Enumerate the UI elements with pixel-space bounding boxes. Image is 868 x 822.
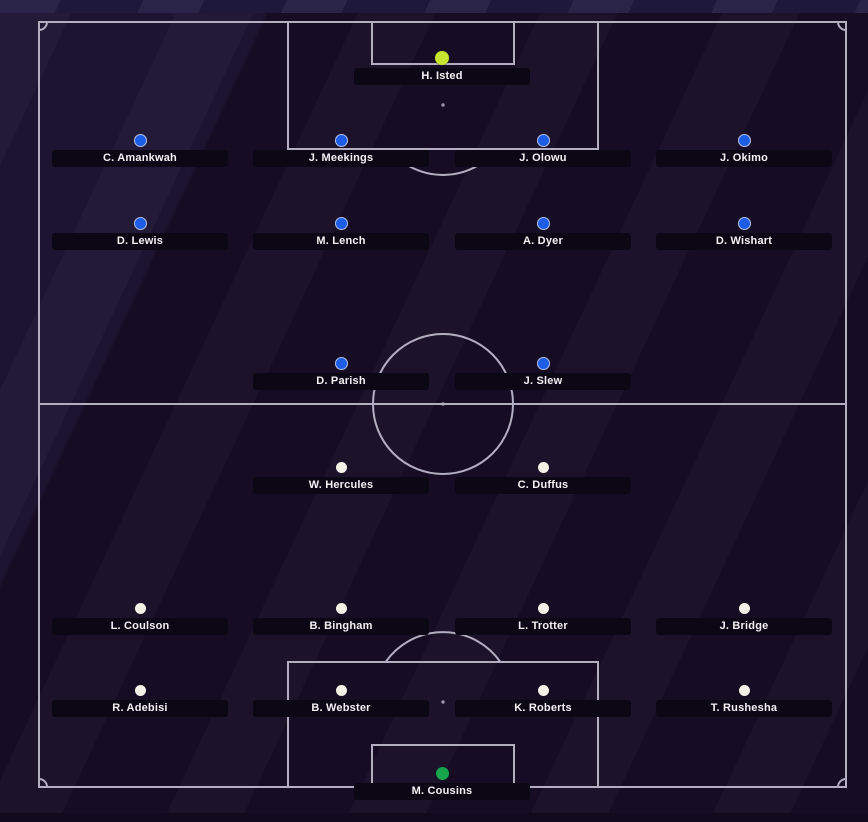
player-dot xyxy=(133,134,147,147)
player-name-label: A. Dyer xyxy=(455,233,631,250)
player-name-label: B. Webster xyxy=(253,700,429,717)
player-name-label: C. Duffus xyxy=(455,477,631,494)
player-home[interactable]: A. Dyer xyxy=(455,217,631,250)
player-dot xyxy=(133,217,147,230)
player-away[interactable]: L. Trotter xyxy=(455,602,631,635)
player-name-label: M. Cousins xyxy=(354,783,530,800)
player-home[interactable]: J. Okimo xyxy=(656,134,832,167)
player-name-label: B. Bingham xyxy=(253,618,429,635)
player-dot xyxy=(335,462,347,473)
player-away[interactable]: R. Adebisi xyxy=(52,684,228,717)
player-dot xyxy=(536,134,550,147)
player-dot xyxy=(738,685,750,696)
player-home[interactable]: M. Lench xyxy=(253,217,429,250)
player-home[interactable]: D. Parish xyxy=(253,357,429,390)
player-dot xyxy=(134,685,146,696)
player-away[interactable]: K. Roberts xyxy=(455,684,631,717)
player-dot xyxy=(334,134,348,147)
player-name-label: T. Rushesha xyxy=(656,700,832,717)
player-dot xyxy=(435,51,449,65)
player-name-label: D. Parish xyxy=(253,373,429,390)
player-dot xyxy=(335,603,347,614)
player-dot xyxy=(738,603,750,614)
player-name-label: H. Isted xyxy=(354,68,530,85)
player-dot xyxy=(334,217,348,230)
player-dot xyxy=(335,685,347,696)
player-name-label: K. Roberts xyxy=(455,700,631,717)
player-away-goalkeeper[interactable]: M. Cousins xyxy=(354,767,530,800)
player-dot xyxy=(134,603,146,614)
player-home[interactable]: C. Amankwah xyxy=(52,134,228,167)
player-name-label: C. Amankwah xyxy=(52,150,228,167)
player-dot xyxy=(536,217,550,230)
player-dot xyxy=(737,134,751,147)
player-home[interactable]: J. Meekings xyxy=(253,134,429,167)
player-home-goalkeeper[interactable]: H. Isted xyxy=(354,51,530,85)
player-dot xyxy=(537,603,549,614)
player-away[interactable]: B. Bingham xyxy=(253,602,429,635)
player-name-label: W. Hercules xyxy=(253,477,429,494)
player-dot xyxy=(435,767,449,780)
player-name-label: D. Lewis xyxy=(52,233,228,250)
player-away[interactable]: C. Duffus xyxy=(455,461,631,494)
player-name-label: J. Okimo xyxy=(656,150,832,167)
player-name-label: L. Coulson xyxy=(52,618,228,635)
player-home[interactable]: J. Olowu xyxy=(455,134,631,167)
player-dot xyxy=(536,357,550,370)
bottom-chrome-bar xyxy=(0,813,868,822)
player-name-label: J. Slew xyxy=(455,373,631,390)
player-away[interactable]: T. Rushesha xyxy=(656,684,832,717)
player-name-label: M. Lench xyxy=(253,233,429,250)
player-home[interactable]: J. Slew xyxy=(455,357,631,390)
player-away[interactable]: W. Hercules xyxy=(253,461,429,494)
player-home[interactable]: D. Wishart xyxy=(656,217,832,250)
player-name-label: L. Trotter xyxy=(455,618,631,635)
player-dot xyxy=(737,217,751,230)
player-away[interactable]: L. Coulson xyxy=(52,602,228,635)
player-dot xyxy=(537,685,549,696)
player-dot xyxy=(334,357,348,370)
player-dot xyxy=(537,462,549,473)
player-name-label: R. Adebisi xyxy=(52,700,228,717)
player-name-label: J. Olowu xyxy=(455,150,631,167)
player-name-label: D. Wishart xyxy=(656,233,832,250)
player-name-label: J. Bridge xyxy=(656,618,832,635)
top-chrome-bar xyxy=(0,0,868,13)
player-away[interactable]: B. Webster xyxy=(253,684,429,717)
player-home[interactable]: D. Lewis xyxy=(52,217,228,250)
player-away[interactable]: J. Bridge xyxy=(656,602,832,635)
player-name-label: J. Meekings xyxy=(253,150,429,167)
